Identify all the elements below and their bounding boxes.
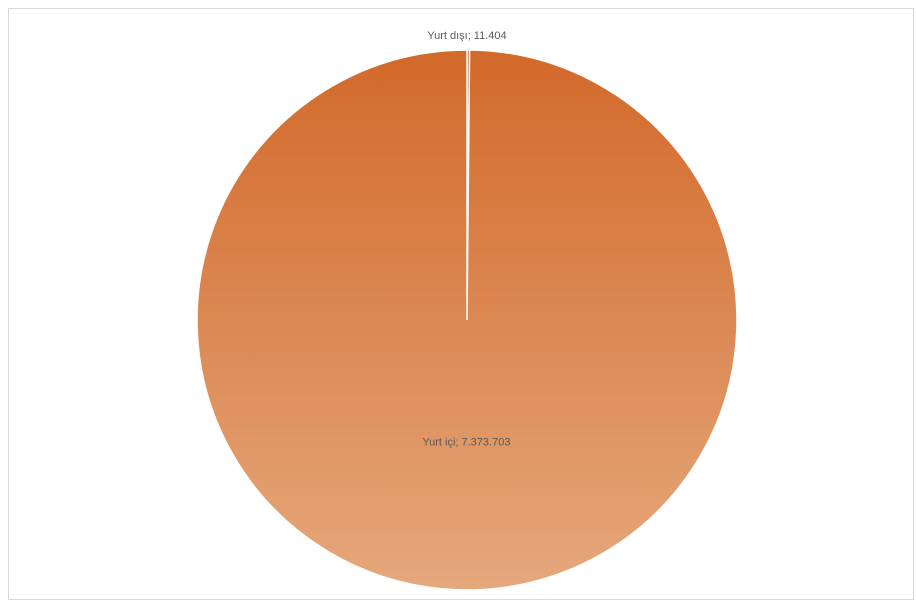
data-label-yurt-disi: Yurt dışı; 11.404 [427, 30, 506, 42]
pie-slice-yurt-ici [196, 49, 738, 591]
data-label-yurt-ici: Yurt içi; 7.373.703 [422, 436, 510, 448]
pie-slices [196, 49, 738, 591]
